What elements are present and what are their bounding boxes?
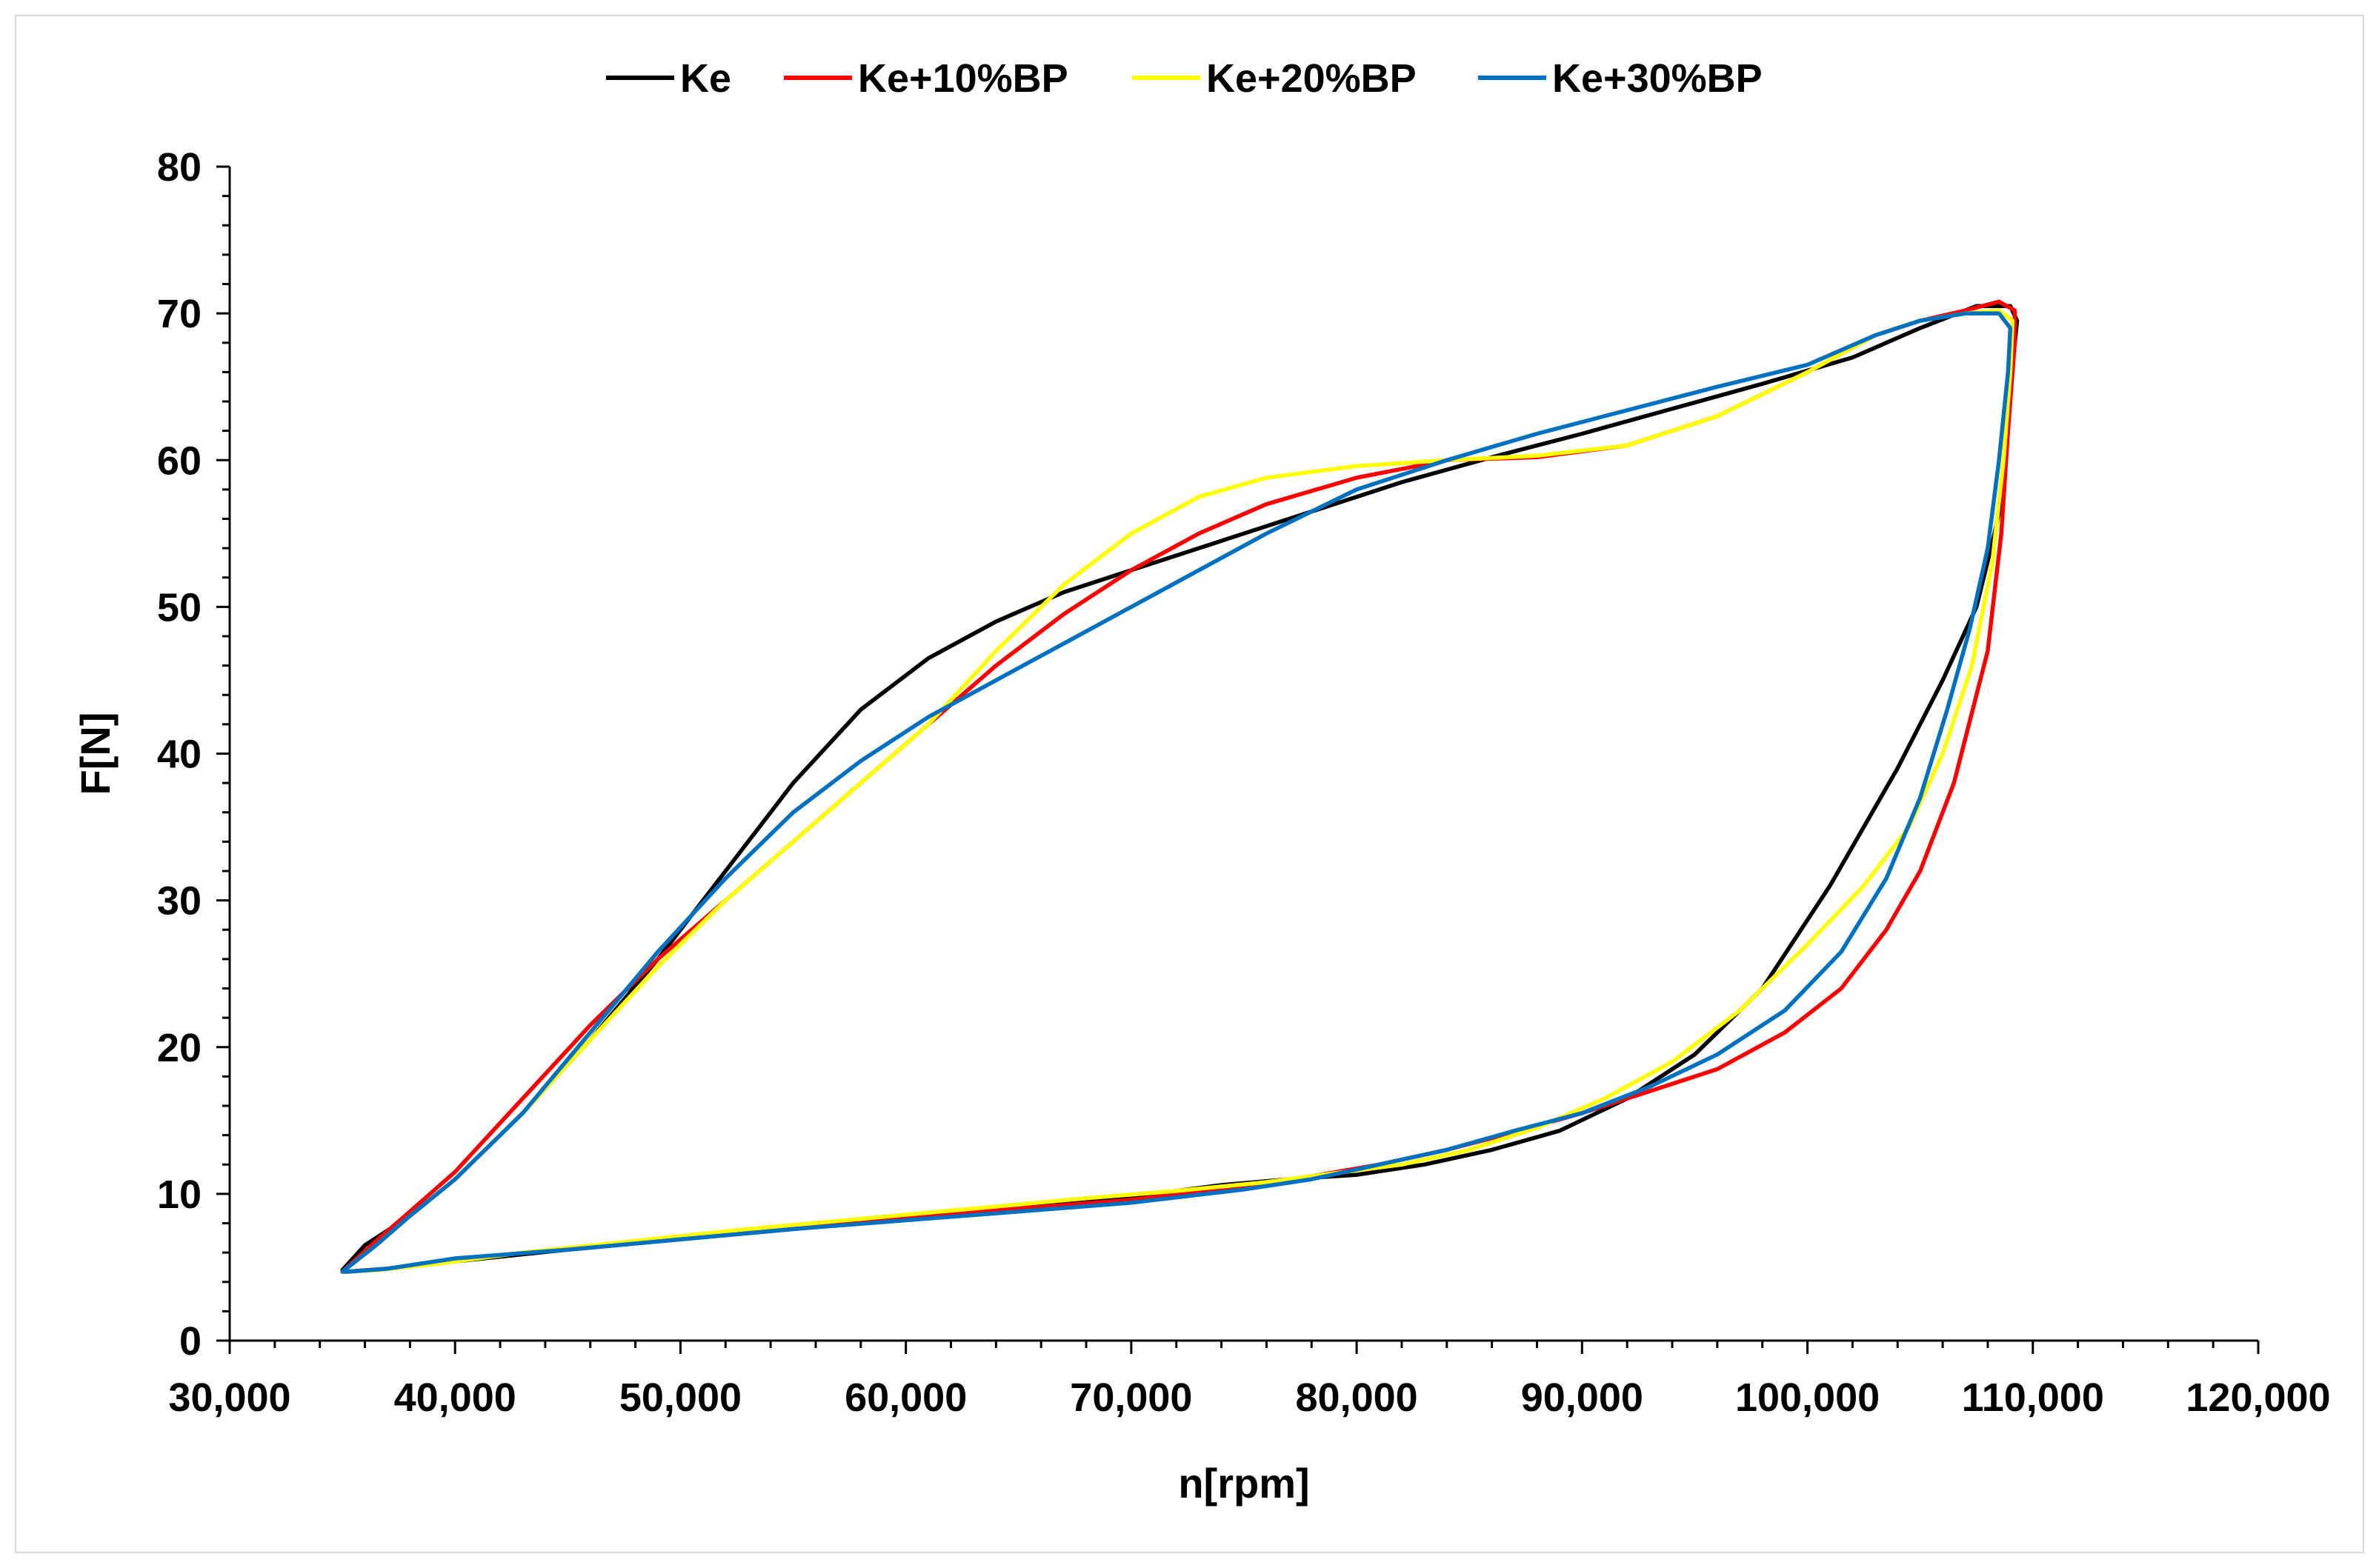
y-tick-label: 10: [157, 1172, 202, 1217]
x-tick-label: 40,000: [394, 1375, 516, 1420]
legend: Ke Ke+10%BP Ke+20%BP Ke+30%BP: [606, 56, 1763, 101]
x-tick-label: 50,000: [619, 1375, 742, 1420]
x-tick-label: 120,000: [2186, 1375, 2330, 1420]
series-line-2: [340, 308, 2015, 1274]
series-line-3: [340, 311, 2013, 1274]
chart-frame: [15, 15, 2364, 1553]
legend-label-3: Ke+30%BP: [1552, 56, 1763, 101]
y-tick-label: 80: [157, 145, 202, 190]
x-tick-label: 90,000: [1521, 1375, 1643, 1420]
y-tick-label: 60: [157, 438, 202, 483]
x-tick-label: 110,000: [1962, 1375, 2104, 1420]
x-tick-label: 100,000: [1735, 1375, 1880, 1420]
x-tick-label: 80,000: [1296, 1375, 1418, 1420]
legend-label-1: Ke+10%BP: [858, 56, 1068, 101]
y-tick-label: 50: [157, 585, 202, 630]
axes: 0 10 20 30 40 50 60 70 80 30,000 40,000 50,000 60,00…: [157, 145, 2331, 1420]
x-tick-label: 30,000: [168, 1375, 290, 1420]
x-tick-label: 70,000: [1070, 1375, 1192, 1420]
y-tick-label: 20: [157, 1026, 202, 1070]
x-axis-title: n[rpm]: [1178, 1460, 1309, 1507]
series-layer: [340, 299, 2020, 1274]
legend-label-0: Ke: [680, 56, 731, 101]
y-tick-label: 30: [157, 879, 202, 924]
x-tick-label: 60,000: [845, 1375, 967, 1420]
series-line-1: [340, 299, 2017, 1274]
y-tick-label: 70: [157, 292, 202, 336]
y-axis-title: F[N]: [72, 713, 119, 795]
y-tick-label: 0: [179, 1319, 202, 1364]
legend-label-2: Ke+20%BP: [1206, 56, 1417, 101]
series-line-0: [340, 304, 2020, 1274]
y-tick-label: 40: [157, 733, 202, 777]
